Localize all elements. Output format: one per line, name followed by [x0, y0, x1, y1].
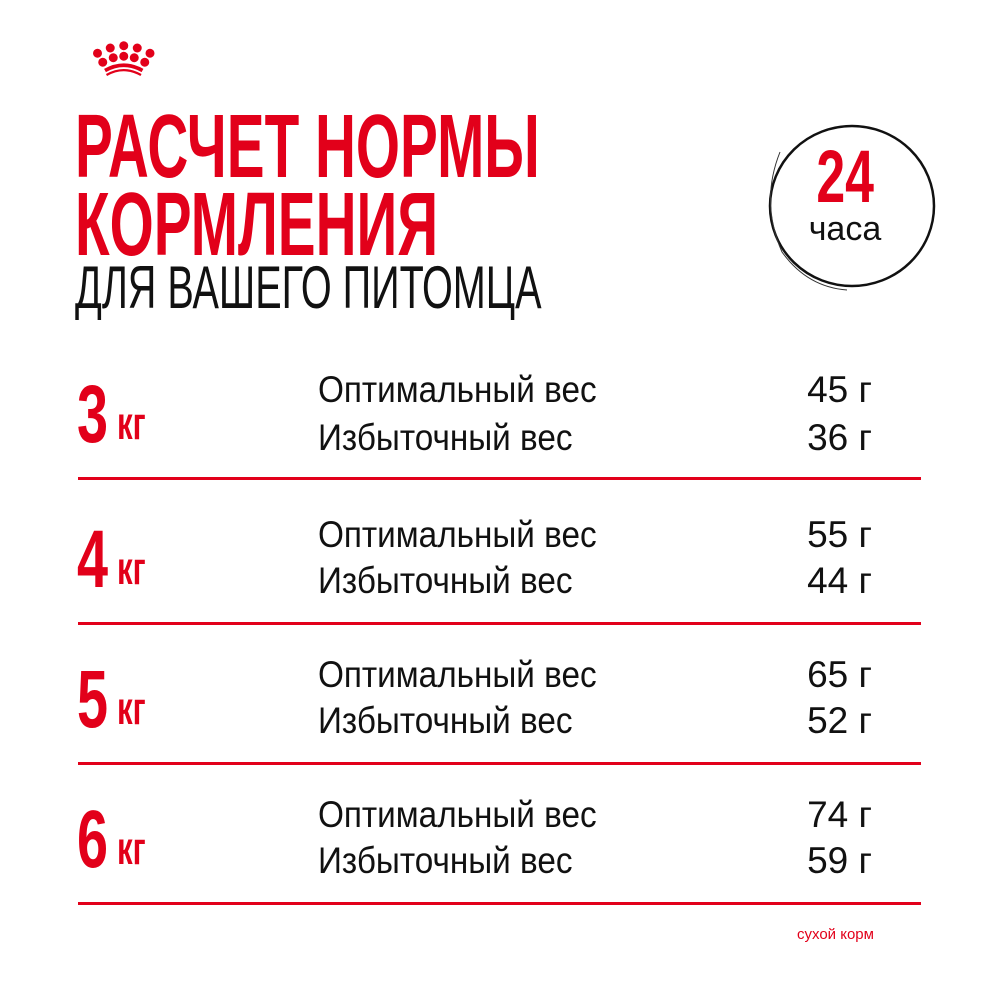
portion-row: 3 кг Оптимальный вес 45 г Избыточный вес … [0, 352, 1000, 492]
optimal-label: Оптимальный вес [318, 794, 597, 835]
overweight-value: 44 г [807, 560, 872, 601]
badge-number: 24 [816, 135, 874, 218]
weight-label: 5 кг [77, 654, 146, 745]
weight-label: 4 кг [77, 514, 146, 605]
weight-label: 3 кг [77, 369, 146, 460]
overweight-label: Избыточный вес [318, 840, 573, 881]
title-line-2: КОРМЛЕНИЯ [75, 175, 439, 275]
crown-logo-icon [93, 41, 155, 76]
overweight-value: 52 г [807, 700, 872, 741]
optimal-value: 45 г [807, 369, 872, 410]
optimal-value: 55 г [807, 514, 872, 555]
portion-row: 4 кг Оптимальный вес 55 г Избыточный вес … [0, 497, 1000, 637]
divider [78, 762, 921, 765]
portion-row: 6 кг Оптимальный вес 74 г Избыточный вес … [0, 777, 1000, 917]
portion-row: 5 кг Оптимальный вес 65 г Избыточный вес … [0, 637, 1000, 777]
optimal-label: Оптимальный вес [318, 654, 597, 695]
optimal-value: 65 г [807, 654, 872, 695]
badge-unit: часа [808, 210, 882, 248]
footer-note: сухой корм [797, 926, 874, 943]
overweight-label: Избыточный вес [318, 417, 573, 458]
overweight-label: Избыточный вес [318, 560, 573, 601]
overweight-value: 36 г [807, 417, 872, 458]
divider [78, 902, 921, 905]
overweight-value: 59 г [807, 840, 872, 881]
overweight-label: Избыточный вес [318, 700, 573, 741]
optimal-label: Оптимальный вес [318, 369, 597, 410]
title-line-1: РАСЧЕТ НОРМЫ [75, 97, 540, 197]
divider [78, 622, 921, 625]
optimal-label: Оптимальный вес [318, 514, 597, 555]
circle-badge-icon [768, 124, 936, 291]
divider [78, 477, 921, 480]
optimal-value: 74 г [807, 794, 872, 835]
subtitle: ДЛЯ ВАШЕГО ПИТОМЦА [75, 254, 542, 321]
weight-label: 6 кг [77, 794, 146, 885]
